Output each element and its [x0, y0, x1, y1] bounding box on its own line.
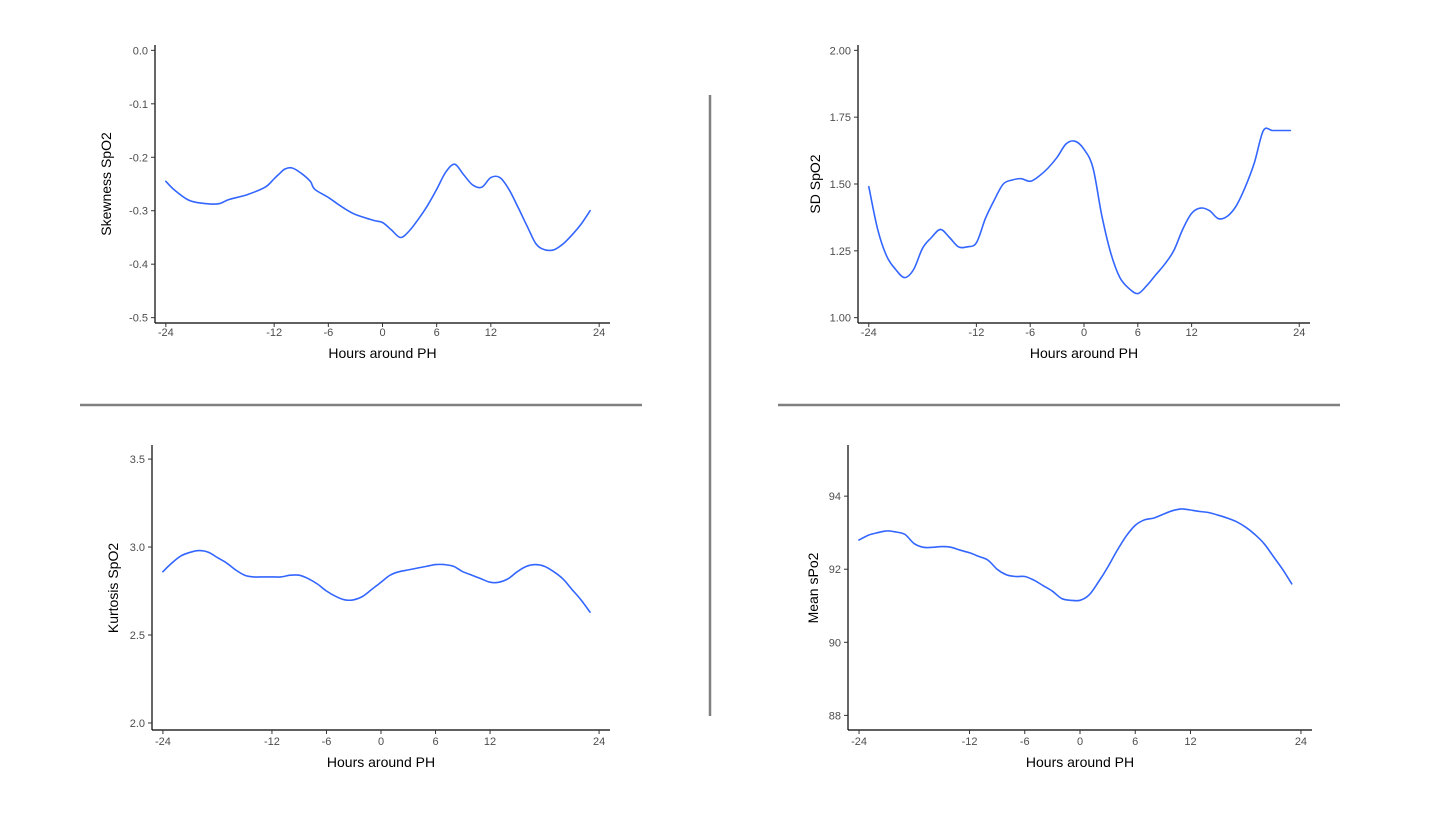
sd-panel: -24 -12 -6 0 6 12 24 2.00 1.75 1.50 1.25 1.00 Hours …	[807, 45, 1310, 361]
x-axis-title: Hours around PH	[328, 345, 436, 361]
y-tick-label: 3.5	[130, 454, 145, 466]
y-tick-label: 1.75	[830, 112, 851, 124]
x-tick-label: 0	[1081, 327, 1087, 339]
y-tick-label: -0.2	[129, 152, 148, 164]
y-axis-title: Mean sPo2	[805, 552, 821, 623]
y-tick-label: 94	[829, 491, 841, 503]
series-line	[858, 508, 1293, 602]
series-line	[162, 549, 591, 613]
x-tick-label: -24	[861, 327, 877, 339]
y-tick-label: 0.0	[133, 45, 148, 57]
x-tick-label: 6	[1132, 736, 1138, 748]
y-axis-title: Skewness SpO2	[98, 132, 114, 236]
y-tick-label: 1.00	[830, 313, 851, 325]
y-tick-label: 1.50	[830, 179, 851, 191]
x-tick-label: -12	[264, 736, 280, 748]
x-tick-label: 12	[1184, 736, 1196, 748]
x-tick-label: -6	[322, 736, 332, 748]
x-tick-label: -6	[1020, 736, 1030, 748]
x-tick-label: 0	[379, 327, 385, 339]
x-tick-label: -12	[962, 736, 978, 748]
series-line	[868, 127, 1292, 295]
x-tick-label: -6	[323, 327, 333, 339]
y-tick-label: 92	[829, 564, 841, 576]
x-axis-title: Hours around PH	[1030, 345, 1138, 361]
x-tick-label: -12	[266, 327, 282, 339]
x-tick-label: -6	[1025, 327, 1035, 339]
mean-panel: -24 -12 -6 0 6 12 24 94 92 90 88 Hours around PH Mea…	[805, 445, 1312, 770]
y-tick-label: 90	[829, 637, 841, 649]
x-tick-label: 24	[1293, 327, 1305, 339]
x-tick-label: 6	[432, 736, 438, 748]
x-tick-label: -24	[851, 736, 867, 748]
x-tick-label: -24	[155, 736, 171, 748]
skewness-panel: -24 -12 -6 0 6 12 24 0.0 -0.1 -0.2 -0.3 -0.4 -0.5 Hou…	[98, 45, 610, 361]
x-tick-label: 6	[434, 327, 440, 339]
y-tick-label: 1.25	[830, 246, 851, 258]
y-axis-title: Kurtosis SpO2	[105, 543, 121, 633]
x-tick-label: 24	[593, 327, 605, 339]
x-axis-title: Hours around PH	[1026, 754, 1134, 770]
kurtosis-panel: -24 -12 -6 0 6 12 24 3.5 3.0 2.5 2.0 Hours around P…	[105, 445, 610, 770]
y-axis-title: SD SpO2	[807, 154, 823, 213]
x-tick-label: -12	[968, 327, 984, 339]
x-tick-label: 12	[1185, 327, 1197, 339]
y-tick-label: 3.0	[130, 542, 145, 554]
x-tick-label: 24	[593, 736, 605, 748]
y-tick-label: 2.00	[830, 45, 851, 57]
y-tick-label: -0.3	[129, 206, 148, 218]
y-tick-label: -0.1	[129, 99, 148, 111]
x-tick-label: 6	[1135, 327, 1141, 339]
x-tick-label: 24	[1295, 736, 1307, 748]
x-tick-label: 0	[1077, 736, 1083, 748]
x-tick-label: -24	[158, 327, 174, 339]
y-tick-label: -0.4	[129, 259, 148, 271]
x-tick-label: 0	[378, 736, 384, 748]
x-axis-title: Hours around PH	[327, 754, 435, 770]
series-line	[165, 163, 591, 252]
x-tick-label: 12	[484, 736, 496, 748]
y-tick-label: -0.5	[129, 313, 148, 325]
x-tick-label: 12	[485, 327, 497, 339]
y-tick-label: 2.5	[130, 630, 145, 642]
y-tick-label: 88	[829, 710, 841, 722]
y-tick-label: 2.0	[130, 718, 145, 730]
